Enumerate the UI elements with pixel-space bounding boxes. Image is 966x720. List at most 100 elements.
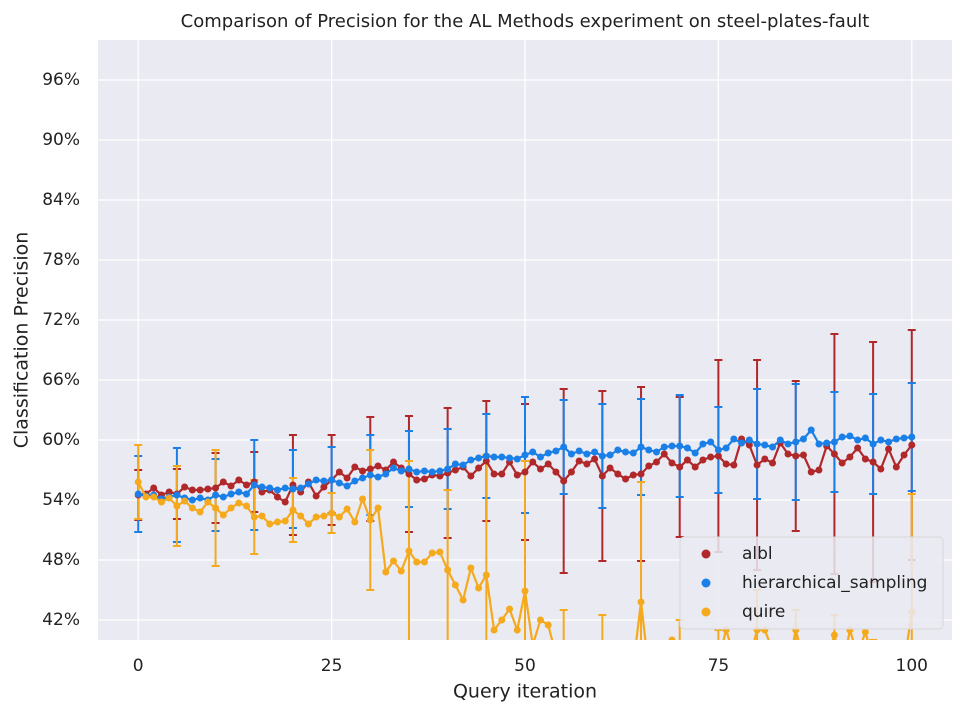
point bbox=[521, 468, 529, 476]
point bbox=[529, 458, 537, 466]
point bbox=[258, 512, 266, 520]
point bbox=[637, 443, 645, 451]
legend-marker bbox=[701, 607, 711, 617]
y-tick-label: 90% bbox=[42, 130, 80, 150]
point bbox=[405, 547, 413, 555]
y-tick-label: 48% bbox=[42, 550, 80, 570]
point bbox=[861, 455, 869, 463]
point bbox=[451, 460, 459, 468]
x-tick-label: 0 bbox=[133, 656, 144, 676]
error-bar bbox=[714, 629, 723, 640]
point bbox=[637, 598, 645, 606]
point bbox=[343, 482, 351, 490]
point bbox=[382, 568, 390, 576]
y-tick-label: 42% bbox=[42, 610, 80, 630]
point bbox=[792, 452, 800, 460]
point bbox=[576, 672, 583, 679]
point bbox=[397, 567, 405, 575]
point bbox=[684, 652, 691, 659]
point bbox=[482, 571, 490, 579]
point bbox=[815, 672, 822, 679]
point bbox=[583, 450, 591, 458]
point bbox=[598, 452, 606, 460]
point bbox=[328, 476, 336, 484]
point bbox=[212, 504, 220, 512]
point bbox=[583, 460, 591, 468]
point bbox=[823, 657, 830, 664]
point bbox=[243, 481, 251, 489]
point bbox=[475, 464, 483, 472]
point bbox=[266, 520, 274, 528]
point bbox=[436, 548, 444, 556]
point bbox=[653, 458, 661, 466]
point bbox=[614, 446, 622, 454]
point bbox=[521, 587, 529, 595]
point bbox=[861, 434, 869, 442]
point bbox=[374, 462, 382, 470]
point bbox=[513, 626, 521, 634]
point bbox=[614, 470, 622, 478]
point bbox=[846, 432, 854, 440]
point bbox=[320, 512, 328, 520]
point bbox=[552, 447, 560, 455]
y-tick-label: 72% bbox=[42, 310, 80, 330]
point bbox=[459, 596, 467, 604]
point bbox=[428, 468, 436, 476]
point bbox=[722, 460, 730, 468]
point bbox=[428, 549, 436, 557]
point bbox=[830, 631, 838, 639]
point bbox=[676, 647, 683, 654]
point bbox=[761, 455, 769, 463]
point bbox=[699, 662, 706, 669]
point bbox=[188, 486, 196, 494]
point bbox=[405, 470, 413, 478]
point bbox=[599, 672, 606, 679]
point bbox=[877, 436, 885, 444]
point bbox=[892, 463, 900, 471]
point bbox=[753, 440, 761, 448]
y-tick-label: 84% bbox=[42, 190, 80, 210]
point bbox=[297, 484, 305, 492]
point bbox=[243, 502, 251, 510]
point bbox=[900, 451, 908, 459]
legend-marker bbox=[701, 578, 711, 588]
point bbox=[312, 492, 320, 500]
point bbox=[629, 449, 637, 457]
point bbox=[374, 473, 382, 481]
point bbox=[707, 453, 715, 461]
point bbox=[451, 466, 459, 474]
point bbox=[846, 453, 854, 461]
point bbox=[854, 444, 862, 452]
point bbox=[304, 480, 312, 488]
point bbox=[536, 465, 544, 473]
point bbox=[196, 508, 204, 516]
point bbox=[235, 488, 243, 496]
point bbox=[266, 484, 274, 492]
point bbox=[552, 468, 560, 476]
point bbox=[629, 471, 637, 479]
point bbox=[807, 468, 815, 476]
point bbox=[513, 471, 521, 479]
point bbox=[219, 493, 227, 501]
y-tick-label: 66% bbox=[42, 370, 80, 390]
point bbox=[536, 616, 544, 624]
point bbox=[583, 657, 590, 664]
point bbox=[382, 470, 390, 478]
legend-label: hierarchical_sampling bbox=[742, 573, 927, 593]
point bbox=[150, 484, 158, 492]
point bbox=[591, 667, 598, 674]
point bbox=[227, 482, 235, 490]
point bbox=[273, 486, 281, 494]
point bbox=[591, 448, 599, 456]
point bbox=[854, 652, 861, 659]
point bbox=[861, 628, 869, 636]
point bbox=[258, 483, 266, 491]
point bbox=[389, 458, 397, 466]
point bbox=[714, 452, 722, 460]
point bbox=[606, 464, 614, 472]
point bbox=[622, 448, 630, 456]
point bbox=[181, 497, 189, 505]
error-bar bbox=[559, 609, 568, 640]
point bbox=[769, 459, 777, 467]
point bbox=[714, 446, 722, 454]
